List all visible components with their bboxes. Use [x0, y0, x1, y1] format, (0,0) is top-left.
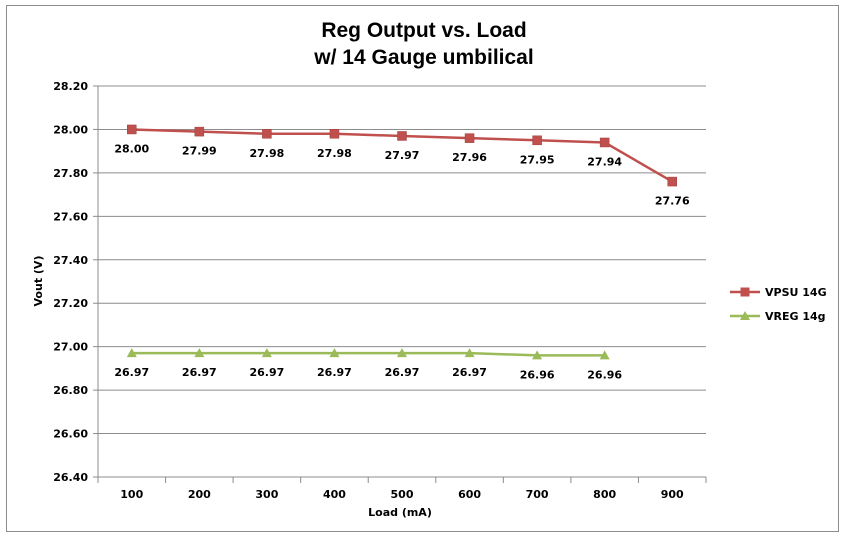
x-tick-labels: 100 200 300 400 500 600 700 800 900: [120, 488, 684, 501]
y-tick-label: 27.80: [53, 167, 88, 180]
chart-title-line-1: Reg Output vs. Load: [321, 19, 526, 42]
data-point-square: [667, 176, 677, 187]
data-point-square: [194, 126, 205, 137]
data-label: 26.97: [452, 366, 487, 379]
data-label: 27.96: [452, 151, 487, 164]
legend-marker-square: [740, 287, 750, 297]
data-point-square: [397, 131, 407, 141]
data-point-triangle: [464, 348, 475, 358]
y-tick-label: 27.60: [53, 210, 88, 223]
x-tick-label: 800: [593, 488, 616, 501]
legend-marker-triangle: [740, 311, 750, 320]
data-label: 27.76: [655, 195, 690, 208]
data-label: 28.00: [114, 142, 149, 155]
data-point-square: [532, 135, 542, 146]
y-tick-label: 27.40: [53, 254, 88, 267]
x-tick-label: 200: [188, 488, 211, 501]
data-label: 27.97: [385, 149, 420, 162]
series-line-vreg-14g: [131, 351, 605, 357]
data-point-square: [599, 137, 610, 148]
data-point-triangle: [397, 348, 407, 358]
data-label: 26.97: [385, 366, 420, 379]
y-tick-label: 28.00: [53, 123, 88, 136]
data-label: 26.97: [249, 366, 284, 379]
chart-title-line-2: w/ 14 Gauge umbilical: [313, 46, 533, 69]
data-point-triangle: [329, 348, 340, 358]
y-tick-label: 26.40: [53, 471, 88, 484]
y-axis-label: Vout (V): [32, 256, 45, 307]
data-point-triangle: [532, 350, 543, 360]
data-label: 26.97: [114, 366, 149, 379]
data-label: 27.99: [182, 145, 217, 158]
chart-frame: [6, 5, 839, 532]
data-point-triangle: [126, 348, 137, 358]
data-point-triangle: [261, 348, 272, 358]
data-label: 27.94: [587, 155, 622, 168]
x-tick-label: 400: [323, 488, 346, 501]
data-label: 26.97: [317, 366, 352, 379]
x-tick-label: 300: [255, 488, 278, 501]
x-tick-label: 700: [526, 488, 549, 501]
data-label: 27.98: [317, 147, 352, 160]
data-point-square: [329, 129, 340, 139]
x-axis-label: Load (mA): [368, 506, 432, 519]
data-point-square: [464, 133, 475, 143]
legend-entry-label: VPSU 14G: [765, 286, 827, 299]
data-label: 26.96: [520, 368, 555, 381]
y-tick-label: 27.20: [53, 297, 88, 310]
data-label: 27.95: [520, 153, 555, 166]
data-point-triangle: [599, 350, 610, 360]
y-tick-label: 27.00: [53, 341, 88, 354]
data-point-triangle: [194, 348, 205, 358]
y-tick-label: 28.20: [53, 80, 88, 93]
data-label: 26.96: [587, 368, 622, 381]
x-tick-label: 600: [458, 488, 481, 501]
series-group: 28.00 27.99 27.98 27.98 27.97 27.96 27.95 27.94…: [114, 124, 690, 381]
y-tick-label: 26.80: [53, 384, 88, 397]
x-tick-label: 500: [391, 488, 414, 501]
data-point-square: [127, 124, 137, 135]
x-tick-label: 100: [120, 488, 143, 501]
legend-entry-label: VREG 14g: [765, 310, 826, 323]
data-label: 26.97: [182, 366, 217, 379]
data-point-square: [262, 129, 272, 139]
y-tick-label: 26.60: [53, 428, 88, 441]
data-label: 27.98: [249, 147, 284, 160]
x-tick-label: 900: [661, 488, 684, 501]
y-tick-labels: 26.40 26.60 26.80 27.00 27.20 27.40 27.60 27.80…: [53, 80, 88, 484]
axes: [97, 86, 707, 483]
legend: VPSU 14G VREG 14g: [730, 286, 827, 323]
